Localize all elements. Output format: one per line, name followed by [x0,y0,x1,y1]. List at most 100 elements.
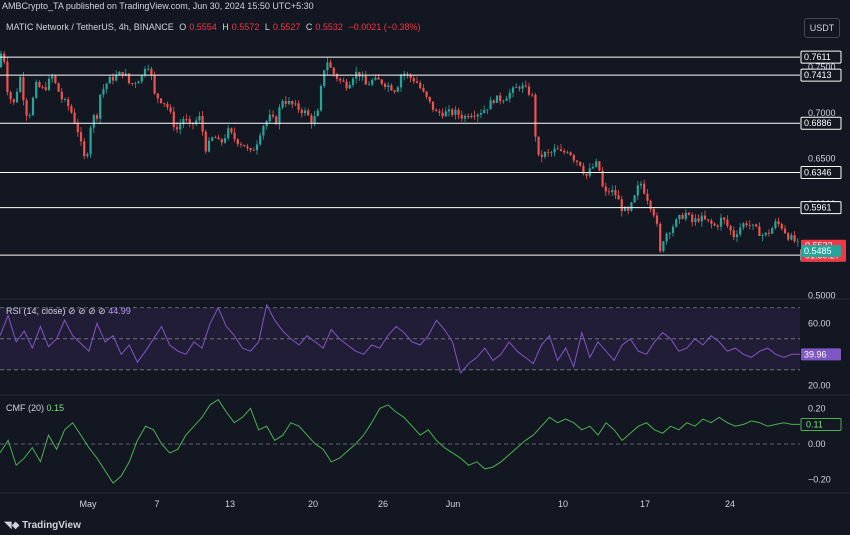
candle-body [364,76,367,85]
candle-body [278,107,281,125]
time-tick-label: 24 [725,499,735,509]
level-label: 0.7611 [804,52,831,62]
candle-body [550,152,553,154]
candle-body [275,116,278,125]
candle-body [463,115,467,119]
candle-body [774,221,777,229]
candle-body [767,232,771,234]
tradingview-logo[interactable]: ◥◆ TradingView [4,520,81,532]
level-label: 0.7413 [804,70,832,80]
candle-body [467,115,470,118]
candle-body [790,235,793,240]
candle-body [111,76,115,81]
rsi-tick-label: 20.00 [808,380,831,390]
candle-body [127,73,131,84]
candle-body [300,109,303,114]
candle-body [607,191,611,193]
candle-body [310,115,313,124]
candle-body [377,77,380,80]
candle-body [316,110,319,117]
candle-body [195,120,198,125]
candle-body [444,111,447,117]
candle-body [511,87,515,93]
candle-body [47,78,51,90]
candle-body [255,144,259,151]
candle-body [489,100,492,110]
candle-body [281,101,284,108]
candle-body [73,112,76,124]
low-label: L [264,22,270,32]
candle-body [358,71,361,77]
candle-body [297,103,300,110]
candle-body [563,151,566,153]
symbol-title: MATIC Network / TetherUS, 4h, BINANCE [6,22,174,32]
high-label: H [222,22,229,32]
close-label: C [305,22,313,32]
candle-body [153,75,156,94]
candle-body [393,90,396,92]
candle-body [214,137,217,139]
candle-body [204,131,207,152]
candle-body [675,219,678,227]
candle-body [89,127,92,155]
time-tick-label: 17 [640,499,650,509]
candle-body [479,112,483,115]
candle-body [419,82,422,89]
candle-body [198,116,201,121]
candle-body [559,149,563,152]
candle-body [220,139,223,143]
time-tick-label: 10 [558,499,568,509]
candle-body [374,77,377,80]
candle-body [57,82,60,92]
cmf-tick-label: 0.00 [808,439,826,449]
rsi-eye-icon[interactable]: ⊘ ⊘ ⊘ ⊘ [68,306,106,316]
candle-body [524,85,527,87]
candle-body [620,199,623,212]
candle-body [515,87,518,88]
candle-body [271,114,275,117]
candle-body [787,233,790,240]
rsi-legend: RSI (14, close) ⊘ ⊘ ⊘ ⊘ 44.99 [6,305,131,317]
candle-body [508,92,511,99]
candle-body [521,85,524,89]
cmf-value: 0.15 [46,403,65,413]
candle-body [188,119,191,123]
candle-body [649,200,652,210]
candle-body [121,71,124,76]
candle-body [262,126,265,136]
candle-body [569,152,572,156]
candle-body [54,76,57,83]
candle-body [713,223,716,226]
candle-body [185,119,188,120]
candle-body [323,70,326,87]
candle-body [758,226,761,237]
candle-body [499,95,502,102]
candle-body [345,81,348,89]
candle-body [633,195,636,203]
candle-body [716,225,719,227]
candle-body [380,79,383,84]
candle-body [735,234,739,238]
level-label-box [800,165,842,179]
candle-body [636,185,639,196]
candle-body [659,223,662,252]
candle-body [105,83,108,90]
candle-body [739,227,742,235]
currency-button[interactable]: USDT [804,18,840,38]
candle-body [268,114,271,122]
candle-body [502,100,505,102]
candle-body [729,225,732,231]
candle-body [726,219,729,226]
candle-body [387,85,390,87]
candle-body [457,109,460,115]
candle-body [108,76,111,84]
candle-body [668,232,671,234]
cmf-value-box [800,417,842,431]
price-tick-label: 0.7500 [808,62,836,72]
candle-body [51,76,54,79]
candle-body [28,115,31,116]
candle-body [793,235,796,242]
candle-body [764,232,767,236]
rsi-line [0,303,800,374]
candle-body [182,119,185,125]
